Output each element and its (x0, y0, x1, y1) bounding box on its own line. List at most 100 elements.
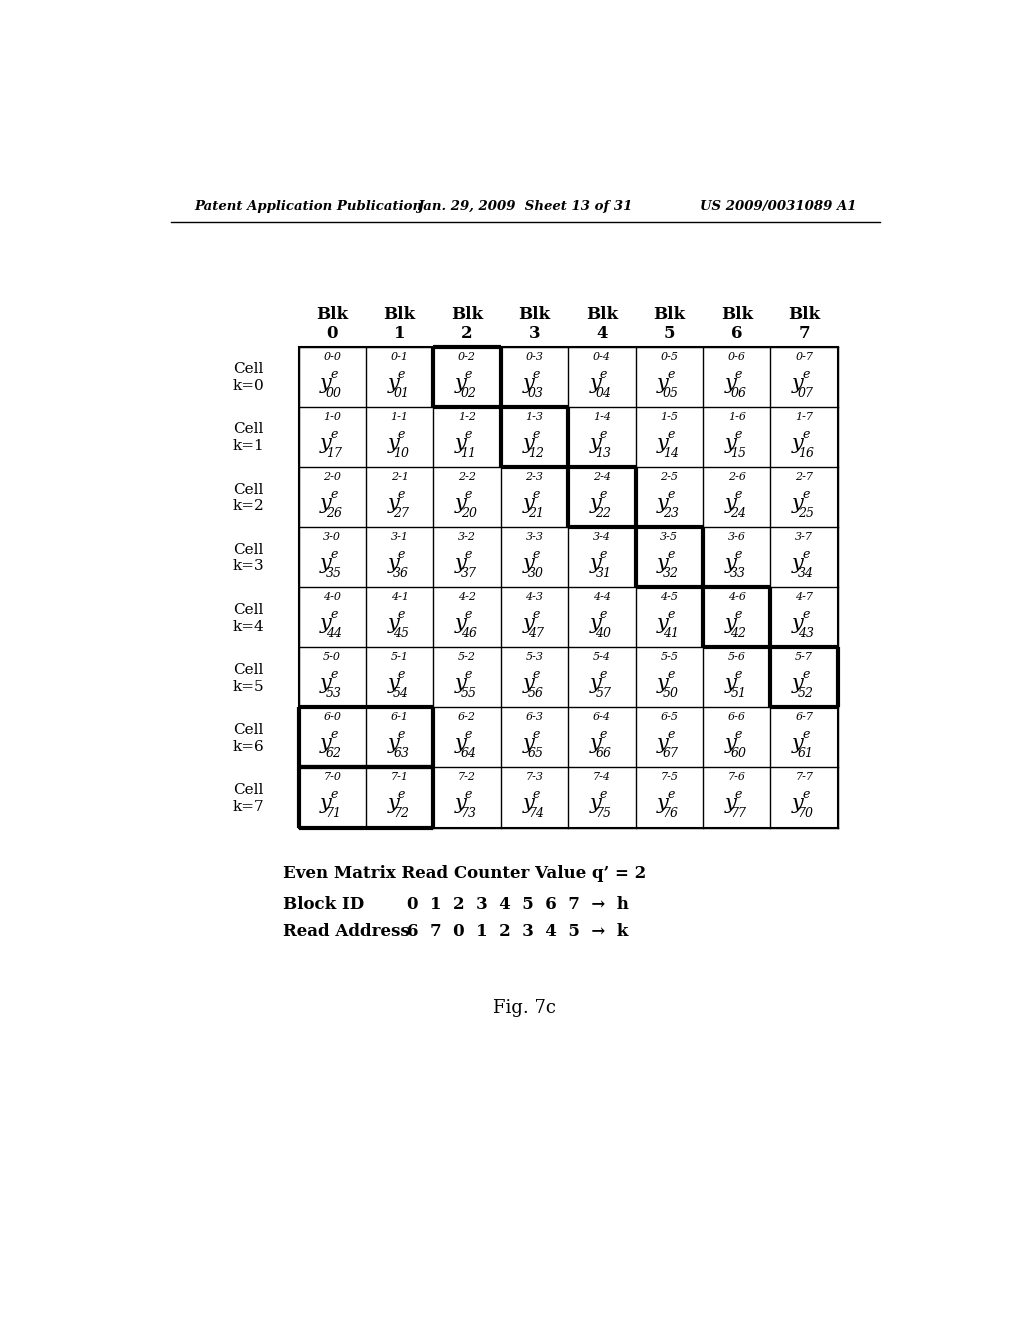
Text: 26: 26 (326, 507, 342, 520)
Text: 70: 70 (798, 807, 814, 820)
Text: e: e (802, 607, 809, 620)
Text: y: y (590, 494, 601, 513)
Text: k=2: k=2 (232, 499, 264, 513)
Text: 0-2: 0-2 (458, 352, 476, 362)
Text: e: e (600, 487, 607, 500)
Text: e: e (330, 367, 338, 380)
Text: 22: 22 (596, 507, 611, 520)
Text: 6-1: 6-1 (390, 713, 409, 722)
Text: y: y (321, 434, 332, 453)
Text: y: y (522, 675, 535, 693)
Text: 5-0: 5-0 (324, 652, 341, 663)
Text: 35: 35 (326, 566, 342, 579)
Text: 4-0: 4-0 (324, 593, 341, 602)
Text: k=6: k=6 (232, 739, 264, 754)
Text: US 2009/0031089 A1: US 2009/0031089 A1 (700, 199, 856, 213)
Text: y: y (455, 554, 467, 573)
Text: e: e (465, 668, 472, 681)
Text: e: e (330, 428, 338, 441)
Text: y: y (725, 494, 736, 513)
Text: 4-6: 4-6 (728, 593, 745, 602)
Text: Blk: Blk (788, 306, 820, 323)
Text: k=7: k=7 (232, 800, 264, 813)
Text: 1: 1 (394, 325, 406, 342)
Text: 6-3: 6-3 (525, 713, 544, 722)
Text: 4-1: 4-1 (390, 593, 409, 602)
Text: Blk: Blk (451, 306, 483, 323)
Text: Cell: Cell (232, 603, 263, 616)
Text: 04: 04 (596, 387, 611, 400)
Text: 65: 65 (528, 747, 544, 760)
Text: 53: 53 (326, 686, 342, 700)
Text: y: y (387, 675, 399, 693)
Text: 76: 76 (663, 807, 679, 820)
Text: e: e (330, 548, 338, 561)
Text: 32: 32 (663, 566, 679, 579)
Text: y: y (590, 374, 601, 393)
Text: 6: 6 (731, 325, 742, 342)
Text: 6-4: 6-4 (593, 713, 611, 722)
Text: y: y (725, 374, 736, 393)
Text: e: e (330, 668, 338, 681)
Text: e: e (465, 788, 472, 801)
Text: 3-4: 3-4 (593, 532, 611, 543)
Text: 05: 05 (663, 387, 679, 400)
Text: e: e (330, 788, 338, 801)
Text: y: y (387, 614, 399, 634)
Text: Cell: Cell (232, 543, 263, 557)
Text: y: y (725, 554, 736, 573)
Text: y: y (455, 795, 467, 813)
Text: y: y (590, 554, 601, 573)
Text: 1-6: 1-6 (728, 412, 745, 422)
Text: e: e (802, 727, 809, 741)
Text: 52: 52 (798, 686, 814, 700)
Text: e: e (465, 607, 472, 620)
Text: y: y (657, 434, 669, 453)
Text: e: e (600, 548, 607, 561)
Text: y: y (725, 795, 736, 813)
Text: Cell: Cell (232, 363, 263, 376)
Text: 7-7: 7-7 (796, 772, 813, 783)
Text: k=1: k=1 (232, 440, 264, 453)
Text: 7: 7 (799, 325, 810, 342)
Text: y: y (321, 614, 332, 634)
Text: 31: 31 (596, 566, 611, 579)
Text: e: e (465, 727, 472, 741)
Text: 60: 60 (730, 747, 746, 760)
Text: 01: 01 (393, 387, 410, 400)
Text: e: e (397, 607, 404, 620)
Text: 6-6: 6-6 (728, 713, 745, 722)
Text: 36: 36 (393, 566, 410, 579)
Text: 4-7: 4-7 (796, 593, 813, 602)
Text: e: e (734, 727, 742, 741)
Text: 71: 71 (326, 807, 342, 820)
Text: e: e (600, 607, 607, 620)
Text: y: y (725, 614, 736, 634)
Text: 30: 30 (528, 566, 544, 579)
Text: y: y (455, 614, 467, 634)
Text: 17: 17 (326, 446, 342, 459)
Text: e: e (668, 428, 675, 441)
Text: Blk: Blk (384, 306, 416, 323)
Text: e: e (397, 487, 404, 500)
Text: e: e (734, 428, 742, 441)
Text: y: y (522, 434, 535, 453)
Text: 6  7  0  1  2  3  4  5  →  k: 6 7 0 1 2 3 4 5 → k (407, 923, 629, 940)
Text: y: y (725, 675, 736, 693)
Text: e: e (532, 607, 540, 620)
Text: 5-3: 5-3 (525, 652, 544, 663)
Text: Blk: Blk (653, 306, 685, 323)
Text: e: e (668, 788, 675, 801)
Text: e: e (465, 428, 472, 441)
Text: e: e (330, 607, 338, 620)
Text: e: e (802, 668, 809, 681)
Text: y: y (590, 795, 601, 813)
Text: 0-1: 0-1 (390, 352, 409, 362)
Text: y: y (657, 675, 669, 693)
Text: 1-4: 1-4 (593, 412, 611, 422)
Text: 27: 27 (393, 507, 410, 520)
Text: 3-1: 3-1 (390, 532, 409, 543)
Text: 33: 33 (730, 566, 746, 579)
Text: 2-3: 2-3 (525, 473, 544, 482)
Text: e: e (668, 607, 675, 620)
